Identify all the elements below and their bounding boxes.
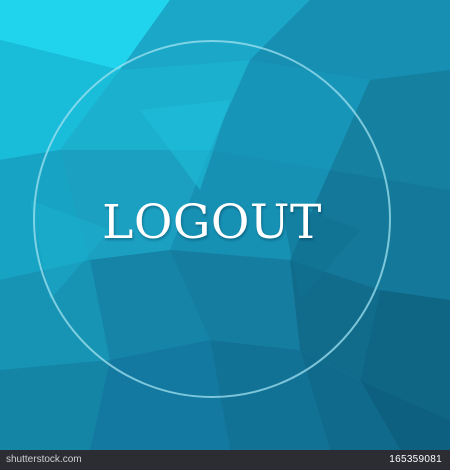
watermark-bar: shutterstock.com 165359081 <box>0 450 450 470</box>
circle-outline <box>33 40 391 398</box>
logout-button-label[interactable]: LOGOUT <box>102 195 322 250</box>
watermark-id: 165359081 <box>389 454 442 465</box>
watermark-site: shutterstock.com <box>6 454 82 465</box>
